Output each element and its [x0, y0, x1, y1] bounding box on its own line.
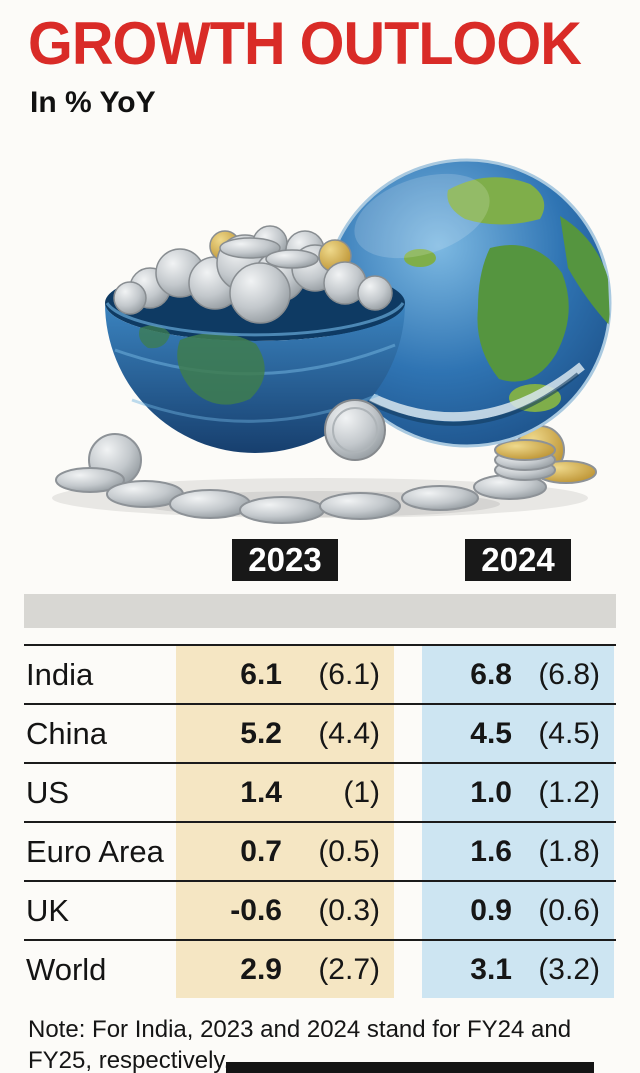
- cropped-next-section-bar: [226, 1062, 594, 1073]
- revised-2023: (0.5): [288, 823, 394, 880]
- value-2024: 0.9: [422, 882, 518, 939]
- table-header-row: 2023 2024: [24, 538, 616, 582]
- revised-2023: (6.1): [288, 646, 394, 703]
- growth-table: 2023 2024 India 6.1 (6.1) 6.8 (6.8) Chin…: [24, 538, 616, 998]
- revised-2024: (0.6): [518, 882, 614, 939]
- value-2023: 2.9: [176, 941, 288, 998]
- revised-2024: (3.2): [518, 941, 614, 998]
- value-2023: 5.2: [176, 705, 288, 762]
- column-gap: [394, 764, 422, 821]
- table-row-world: World 2.9 (2.7) 3.1 (3.2): [24, 939, 616, 998]
- table-row-india: India 6.1 (6.1) 6.8 (6.8): [24, 644, 616, 703]
- subtitle-unit: In % YoY: [30, 86, 156, 119]
- row-label: UK: [26, 892, 70, 928]
- revised-2023: (2.7): [288, 941, 394, 998]
- value-2024: 1.6: [422, 823, 518, 880]
- column-header-2024: 2024: [465, 539, 571, 581]
- column-gap: [394, 705, 422, 762]
- row-label: World: [26, 951, 107, 987]
- revised-2024: (1.2): [518, 764, 614, 821]
- value-2023: -0.6: [176, 882, 288, 939]
- globe-coins-graphic: [52, 158, 612, 524]
- value-2024: 1.0: [422, 764, 518, 821]
- revised-2024: (6.8): [518, 646, 614, 703]
- value-2024: 4.5: [422, 705, 518, 762]
- table-row-china: China 5.2 (4.4) 4.5 (4.5): [24, 703, 616, 762]
- table-row-uk: UK -0.6 (0.3) 0.9 (0.6): [24, 880, 616, 939]
- revised-2023: (1): [288, 764, 394, 821]
- column-gap: [394, 941, 422, 998]
- column-header-2023: 2023: [232, 539, 338, 581]
- table-body: India 6.1 (6.1) 6.8 (6.8) China 5.2 (4.4…: [24, 644, 616, 998]
- table-row-euro-area: Euro Area 0.7 (0.5) 1.6 (1.8): [24, 821, 616, 880]
- globe-coins-illustration: [20, 98, 620, 528]
- value-2023: 1.4: [176, 764, 288, 821]
- table-row-us: US 1.4 (1) 1.0 (1.2): [24, 762, 616, 821]
- row-label: Euro Area: [26, 833, 164, 869]
- separator-band: [24, 594, 616, 628]
- value-2023: 6.1: [176, 646, 288, 703]
- column-gap: [394, 882, 422, 939]
- revised-2023: (0.3): [288, 882, 394, 939]
- value-2024: 3.1: [422, 941, 518, 998]
- column-gap: [394, 646, 422, 703]
- row-label: China: [26, 715, 107, 751]
- page-title: GROWTH OUTLOOK: [28, 10, 582, 77]
- revised-2024: (1.8): [518, 823, 614, 880]
- footnote: Note: For India, 2023 and 2024 stand for…: [28, 1016, 572, 1073]
- column-gap: [394, 823, 422, 880]
- revised-2023: (4.4): [288, 705, 394, 762]
- value-2024: 6.8: [422, 646, 518, 703]
- value-2023: 0.7: [176, 823, 288, 880]
- revised-2024: (4.5): [518, 705, 614, 762]
- row-label: US: [26, 774, 70, 810]
- row-label: India: [26, 656, 94, 692]
